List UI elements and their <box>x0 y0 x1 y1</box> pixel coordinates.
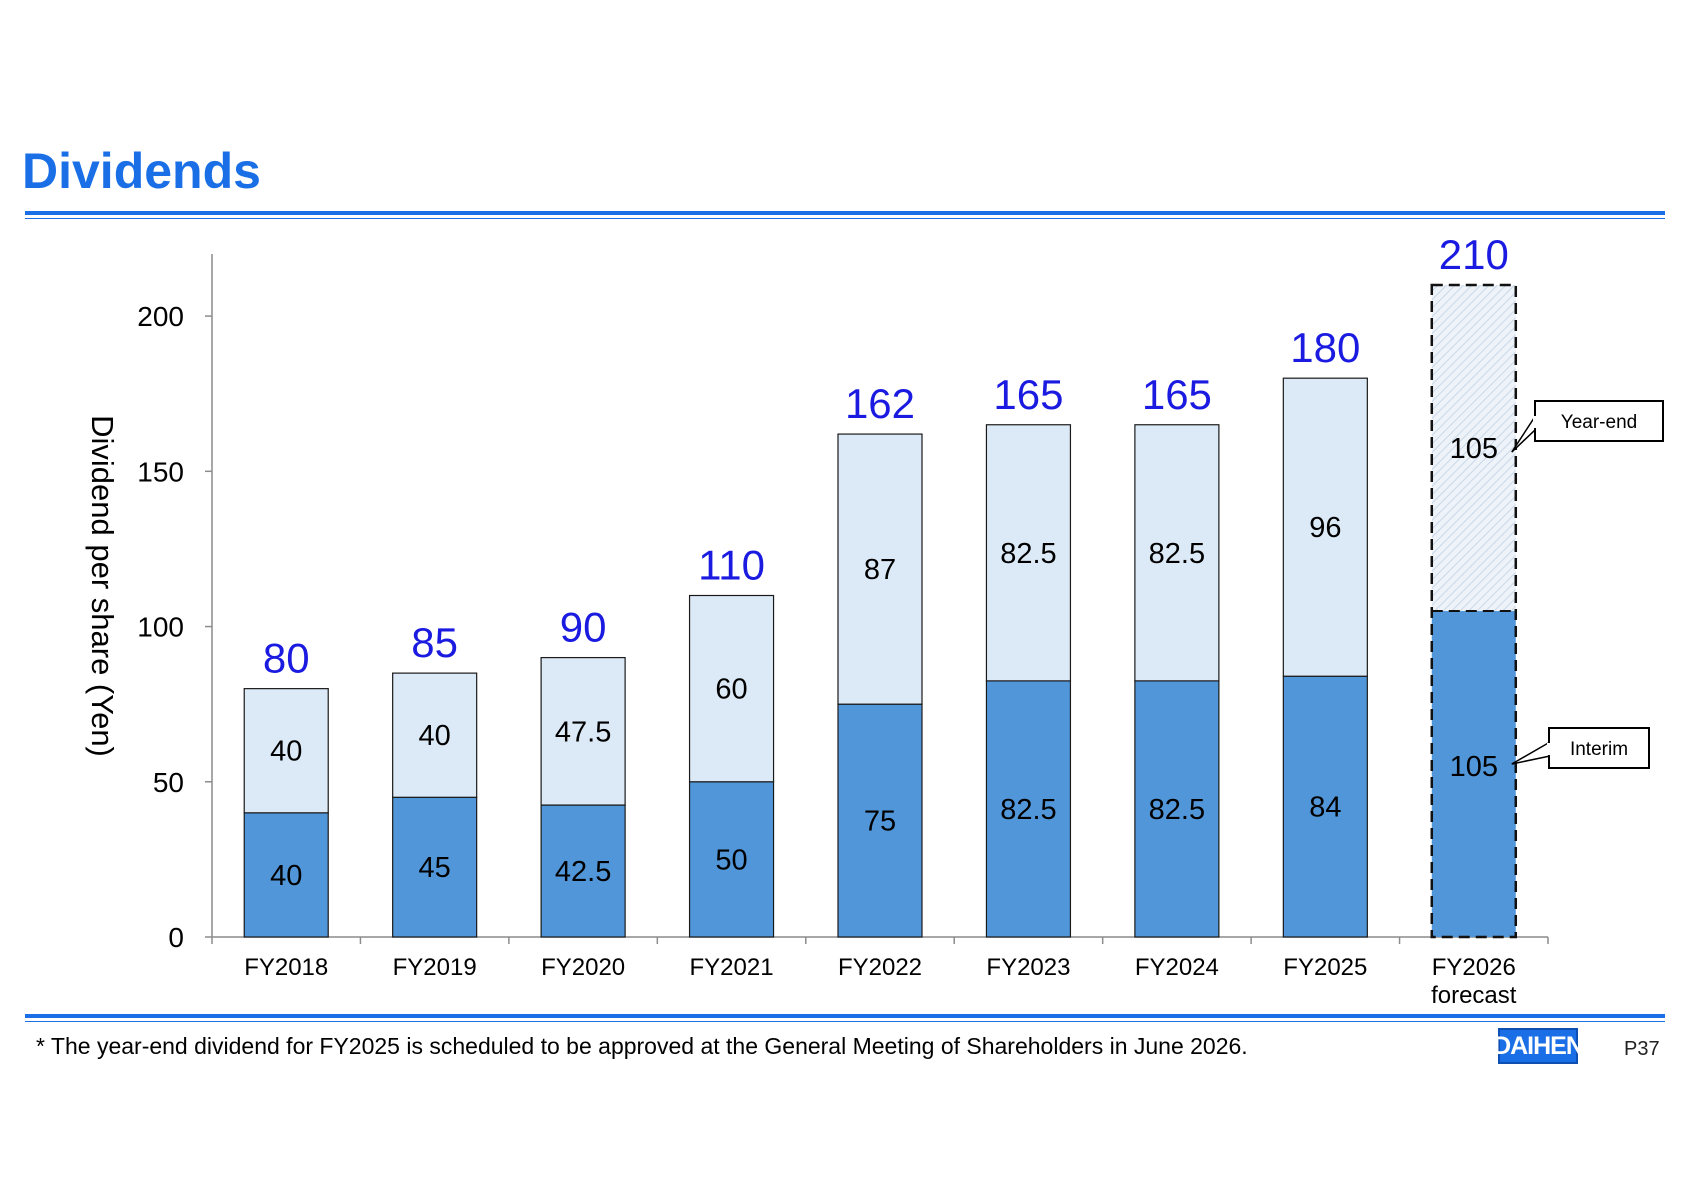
interim-value-label: 40 <box>270 860 302 892</box>
callout-joint-year-end <box>1533 416 1538 428</box>
x-category-label: forecast <box>1431 982 1517 1009</box>
total-value-label: 162 <box>845 380 915 427</box>
total-value-label: 165 <box>993 371 1063 418</box>
callout-pointer-interim <box>1511 740 1551 765</box>
bar-interim <box>837 703 923 938</box>
bar-year-end <box>392 672 478 798</box>
x-category-label: FY2026 <box>1432 954 1516 981</box>
bar-year-end <box>243 688 329 814</box>
bar-year-end <box>1282 377 1368 677</box>
x-category-label: FY2025 <box>1283 954 1367 981</box>
x-category-label: FY2021 <box>690 954 774 981</box>
year-end-value-label: 96 <box>1309 512 1341 544</box>
page-number: P37 <box>1624 1038 1660 1060</box>
year-end-value-label: 105 <box>1450 433 1498 465</box>
bar-interim <box>1282 675 1368 938</box>
total-value-label: 210 <box>1439 231 1509 278</box>
bar-interim <box>1431 611 1516 937</box>
interim-value-label: 75 <box>864 806 896 838</box>
year-end-value-label: 82.5 <box>1149 538 1205 570</box>
interim-value-label: 50 <box>715 844 747 876</box>
year-end-value-label: 47.5 <box>555 716 611 748</box>
y-tick-label: 50 <box>153 767 184 798</box>
bar-interim <box>540 804 626 938</box>
header-divider <box>25 211 1665 219</box>
page-title: Dividends <box>22 143 261 199</box>
interim-value-label: 82.5 <box>1000 794 1056 826</box>
y-tick-label: 200 <box>137 301 184 332</box>
callout-box-interim <box>1548 727 1650 769</box>
x-category-label: FY2023 <box>986 954 1070 981</box>
x-category-label: FY2019 <box>393 954 477 981</box>
callout-label-year-end: Year-end <box>1561 412 1637 433</box>
x-category-label: FY2018 <box>244 954 328 981</box>
year-end-value-label: 82.5 <box>1000 538 1056 570</box>
bar-year-end <box>837 433 923 705</box>
total-value-label: 80 <box>263 635 310 682</box>
y-tick-label: 0 <box>168 922 184 953</box>
year-end-value-label: 60 <box>715 674 747 706</box>
bar-year-end <box>1431 285 1516 612</box>
y-axis-title: Dividend per share (Yen) <box>85 415 120 757</box>
year-end-value-label: 40 <box>270 736 302 768</box>
interim-value-label: 105 <box>1450 751 1498 783</box>
interim-value-label: 42.5 <box>555 856 611 888</box>
bar-year-end <box>985 424 1072 682</box>
year-end-value-label: 40 <box>419 720 451 752</box>
interim-value-label: 45 <box>419 852 451 884</box>
footnote: * The year-end dividend for FY2025 is sc… <box>36 1033 1248 1059</box>
total-value-label: 110 <box>698 542 765 589</box>
total-value-label: 85 <box>411 619 458 666</box>
interim-value-label: 84 <box>1309 792 1341 824</box>
x-category-label: FY2024 <box>1135 954 1219 981</box>
bar-interim <box>392 796 478 938</box>
total-value-label: 165 <box>1142 371 1212 418</box>
bar-year-end <box>1134 424 1220 682</box>
x-category-label: FY2020 <box>541 954 625 981</box>
bar-year-end <box>540 656 626 806</box>
bar-interim <box>985 680 1072 938</box>
daihen-logo: DAIHEN <box>1493 1028 1584 1064</box>
interim-value-label: 82.5 <box>1149 794 1205 826</box>
bar-interim <box>1134 680 1220 938</box>
total-value-label: 180 <box>1290 324 1360 371</box>
footer-divider <box>25 1014 1665 1022</box>
total-value-label: 90 <box>560 604 607 651</box>
callout-label-interim: Interim <box>1570 739 1628 760</box>
y-tick-label: 100 <box>137 612 184 643</box>
bar-year-end <box>688 594 775 783</box>
x-category-label: FY2022 <box>838 954 922 981</box>
callout-joint-interim <box>1547 743 1552 755</box>
y-tick-label: 150 <box>137 456 184 487</box>
year-end-value-label: 87 <box>864 554 896 586</box>
